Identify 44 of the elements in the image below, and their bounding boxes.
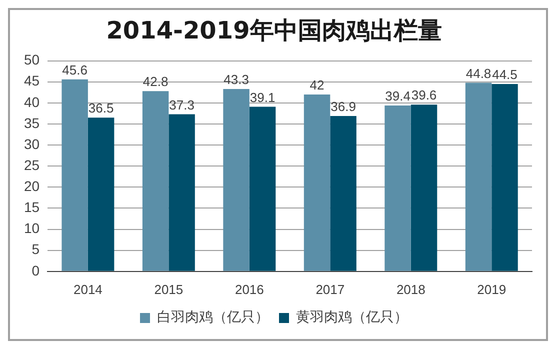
x-tick-label: 2017 (316, 282, 345, 297)
x-tick-label: 2018 (396, 282, 426, 297)
chart-title: 2014-2019年中国肉鸡出栏量 (106, 16, 442, 45)
y-tick-label: 45 (24, 72, 40, 89)
data-label: 44.5 (492, 67, 518, 82)
y-tick-label: 35 (24, 114, 40, 131)
data-label: 36.9 (330, 99, 356, 114)
y-tick-label: 0 (32, 262, 40, 278)
x-tick-label: 2015 (154, 282, 184, 297)
y-tick-label: 25 (24, 156, 40, 173)
data-label: 39.1 (250, 90, 276, 105)
bar (465, 82, 492, 271)
data-label: 37.3 (169, 97, 194, 112)
y-tick-label: 50 (24, 52, 40, 68)
bar (168, 114, 195, 271)
legend-label: 白羽肉鸡（亿只） (157, 310, 269, 326)
bar (62, 79, 88, 271)
y-tick-label: 20 (24, 178, 40, 194)
data-label: 42.8 (142, 74, 168, 90)
y-tick-label: 5 (32, 241, 40, 258)
y-tick-label: 15 (24, 199, 40, 216)
data-label: 39.6 (411, 88, 437, 103)
x-tick-label: 2014 (73, 282, 102, 297)
data-label: 44.8 (466, 66, 492, 81)
bar (223, 89, 250, 271)
data-label: 43.3 (224, 72, 249, 88)
x-tick-label: 2016 (234, 282, 264, 297)
bar (304, 94, 330, 271)
bar (410, 104, 438, 271)
y-tick-label: 10 (24, 220, 40, 236)
x-tick-label: 2019 (477, 282, 506, 297)
data-label: 39.4 (385, 88, 410, 104)
y-tick-label: 40 (24, 94, 40, 110)
legend-label: 黄羽肉鸡（亿只） (296, 310, 408, 326)
bar (384, 105, 411, 271)
y-tick-label: 30 (24, 136, 40, 152)
data-label: 36.5 (88, 100, 114, 116)
bar (492, 84, 518, 271)
bar (249, 106, 276, 271)
bar (142, 91, 169, 271)
data-label: 42 (310, 78, 324, 93)
bar (330, 116, 356, 271)
bar (88, 118, 114, 271)
data-label: 45.6 (62, 62, 88, 78)
